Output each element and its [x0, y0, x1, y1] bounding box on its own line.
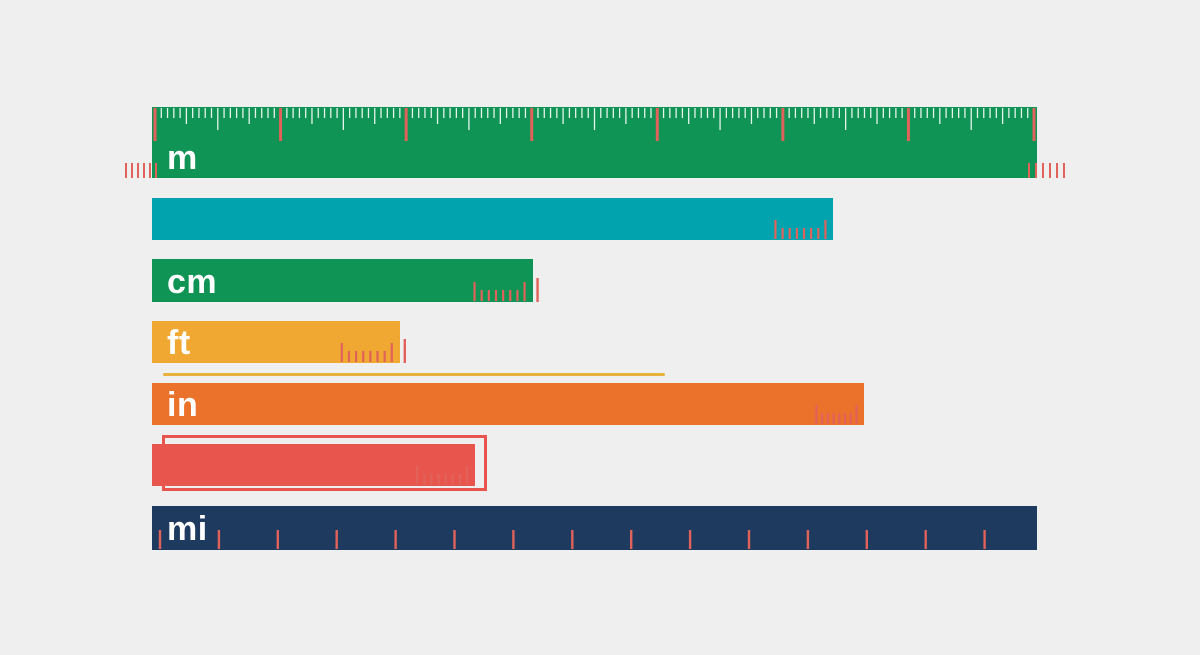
m-bar: m: [152, 107, 1037, 178]
yellow-rule-line: [163, 373, 666, 376]
mi-bar: mi: [152, 506, 1037, 550]
ft-bar: ft: [152, 321, 400, 363]
bar-label: in: [167, 386, 199, 424]
teal-bar: [152, 198, 834, 240]
red-bar: [152, 444, 476, 486]
bar-label: cm: [167, 263, 218, 301]
bar-label: ft: [167, 324, 191, 362]
in-bar: in: [152, 383, 865, 425]
cm-bar: cm: [152, 259, 533, 302]
bar-label: m: [167, 139, 198, 177]
bar-label: mi: [167, 510, 208, 548]
